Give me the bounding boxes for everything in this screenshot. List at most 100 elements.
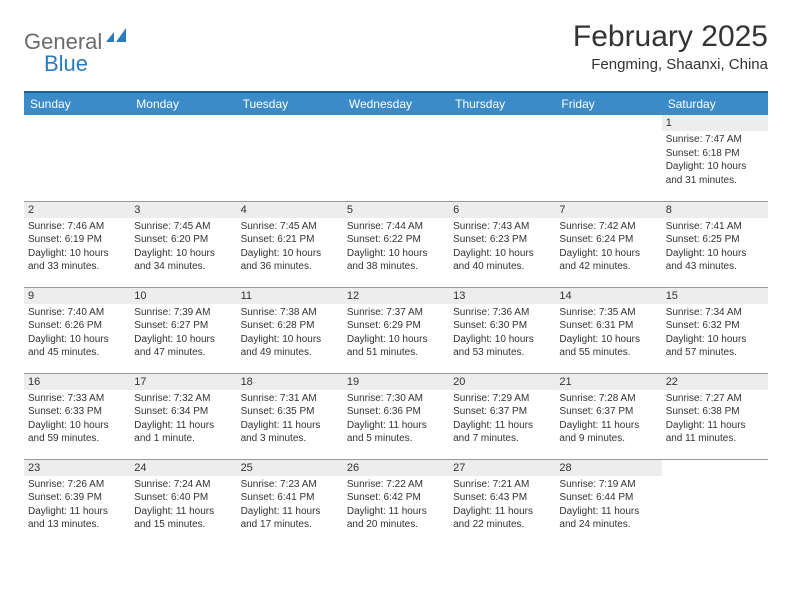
sunset-line: Sunset: 6:37 PM — [453, 405, 551, 419]
title-block: February 2025 Fengming, Shaanxi, China — [573, 20, 768, 73]
sunrise-line: Sunrise: 7:24 AM — [134, 478, 232, 492]
day-details: Sunrise: 7:22 AMSunset: 6:42 PMDaylight:… — [343, 476, 449, 536]
sunrise-line: Sunrise: 7:42 AM — [559, 220, 657, 234]
day-details: Sunrise: 7:31 AMSunset: 6:35 PMDaylight:… — [237, 390, 343, 450]
sunrise-line: Sunrise: 7:46 AM — [28, 220, 126, 234]
sunset-line: Sunset: 6:34 PM — [134, 405, 232, 419]
sunset-line: Sunset: 6:30 PM — [453, 319, 551, 333]
sunrise-line: Sunrise: 7:45 AM — [134, 220, 232, 234]
calendar-row: 1Sunrise: 7:47 AMSunset: 6:18 PMDaylight… — [24, 115, 768, 201]
day-header: Sunday — [24, 92, 130, 115]
calendar-cell — [343, 115, 449, 201]
day-number: 22 — [662, 374, 768, 390]
day-details: Sunrise: 7:37 AMSunset: 6:29 PMDaylight:… — [343, 304, 449, 364]
sunrise-line: Sunrise: 7:47 AM — [666, 133, 764, 147]
calendar-cell: 27Sunrise: 7:21 AMSunset: 6:43 PMDayligh… — [449, 459, 555, 545]
sunset-line: Sunset: 6:27 PM — [134, 319, 232, 333]
day-number: 3 — [130, 202, 236, 218]
day-number: 18 — [237, 374, 343, 390]
sunrise-line: Sunrise: 7:31 AM — [241, 392, 339, 406]
day-details: Sunrise: 7:32 AMSunset: 6:34 PMDaylight:… — [130, 390, 236, 450]
daylight-line: Daylight: 10 hours and 49 minutes. — [241, 333, 339, 360]
calendar-cell: 18Sunrise: 7:31 AMSunset: 6:35 PMDayligh… — [237, 373, 343, 459]
daylight-line: Daylight: 11 hours and 11 minutes. — [666, 419, 764, 446]
day-details: Sunrise: 7:29 AMSunset: 6:37 PMDaylight:… — [449, 390, 555, 450]
sunrise-line: Sunrise: 7:44 AM — [347, 220, 445, 234]
daylight-line: Daylight: 10 hours and 53 minutes. — [453, 333, 551, 360]
calendar-row: 2Sunrise: 7:46 AMSunset: 6:19 PMDaylight… — [24, 201, 768, 287]
calendar-cell: 21Sunrise: 7:28 AMSunset: 6:37 PMDayligh… — [555, 373, 661, 459]
daylight-line: Daylight: 11 hours and 17 minutes. — [241, 505, 339, 532]
sunset-line: Sunset: 6:24 PM — [559, 233, 657, 247]
day-number: 7 — [555, 202, 661, 218]
calendar-cell: 10Sunrise: 7:39 AMSunset: 6:27 PMDayligh… — [130, 287, 236, 373]
daylight-line: Daylight: 10 hours and 51 minutes. — [347, 333, 445, 360]
daylight-line: Daylight: 10 hours and 38 minutes. — [347, 247, 445, 274]
day-details: Sunrise: 7:27 AMSunset: 6:38 PMDaylight:… — [662, 390, 768, 450]
sunrise-line: Sunrise: 7:39 AM — [134, 306, 232, 320]
sunrise-line: Sunrise: 7:34 AM — [666, 306, 764, 320]
day-details: Sunrise: 7:26 AMSunset: 6:39 PMDaylight:… — [24, 476, 130, 536]
daylight-line: Daylight: 10 hours and 59 minutes. — [28, 419, 126, 446]
day-details: Sunrise: 7:21 AMSunset: 6:43 PMDaylight:… — [449, 476, 555, 536]
sunset-line: Sunset: 6:23 PM — [453, 233, 551, 247]
month-title: February 2025 — [573, 20, 768, 54]
calendar-cell — [130, 115, 236, 201]
day-number: 25 — [237, 460, 343, 476]
location: Fengming, Shaanxi, China — [573, 56, 768, 73]
calendar-cell: 15 Sunrise: 7:34 AMSunset: 6:32 PMDayligh… — [662, 287, 768, 373]
day-details: Sunrise: 7:40 AMSunset: 6:26 PMDaylight:… — [24, 304, 130, 364]
day-header: Friday — [555, 92, 661, 115]
day-number: 9 — [24, 288, 130, 304]
day-number: 26 — [343, 460, 449, 476]
calendar-cell: 11Sunrise: 7:38 AMSunset: 6:28 PMDayligh… — [237, 287, 343, 373]
calendar-cell: 1Sunrise: 7:47 AMSunset: 6:18 PMDaylight… — [662, 115, 768, 201]
day-number: 16 — [24, 374, 130, 390]
calendar-cell — [24, 115, 130, 201]
sunrise-line: Sunrise: 7:38 AM — [241, 306, 339, 320]
day-details: Sunrise: 7:46 AMSunset: 6:19 PMDaylight:… — [24, 218, 130, 278]
day-number: 2 — [24, 202, 130, 218]
calendar-cell: 2Sunrise: 7:46 AMSunset: 6:19 PMDaylight… — [24, 201, 130, 287]
sunset-line: Sunset: 6:33 PM — [28, 405, 126, 419]
sunrise-line: Sunrise: 7:36 AM — [453, 306, 551, 320]
sunrise-line: Sunrise: 7:22 AM — [347, 478, 445, 492]
calendar-cell: 6 Sunrise: 7:43 AMSunset: 6:23 PMDaylight… — [449, 201, 555, 287]
daylight-line: Daylight: 10 hours and 40 minutes. — [453, 247, 551, 274]
sunset-line: Sunset: 6:18 PM — [666, 147, 764, 161]
day-details: Sunrise: 7:33 AMSunset: 6:33 PMDaylight:… — [24, 390, 130, 450]
day-details: Sunrise: 7:39 AMSunset: 6:27 PMDaylight:… — [130, 304, 236, 364]
calendar-cell: 13Sunrise: 7:36 AMSunset: 6:30 PMDayligh… — [449, 287, 555, 373]
day-header: Saturday — [662, 92, 768, 115]
day-details: Sunrise: 7:23 AMSunset: 6:41 PMDaylight:… — [237, 476, 343, 536]
daylight-line: Daylight: 11 hours and 24 minutes. — [559, 505, 657, 532]
sunrise-line: Sunrise: 7:41 AM — [666, 220, 764, 234]
sunrise-line: Sunrise: 7:21 AM — [453, 478, 551, 492]
day-number: 24 — [130, 460, 236, 476]
day-details: Sunrise: 7:19 AMSunset: 6:44 PMDaylight:… — [555, 476, 661, 536]
sunrise-line: Sunrise: 7:30 AM — [347, 392, 445, 406]
sunset-line: Sunset: 6:21 PM — [241, 233, 339, 247]
daylight-line: Daylight: 10 hours and 57 minutes. — [666, 333, 764, 360]
calendar-cell: 17Sunrise: 7:32 AMSunset: 6:34 PMDayligh… — [130, 373, 236, 459]
sunset-line: Sunset: 6:32 PM — [666, 319, 764, 333]
day-details: Sunrise: 7:44 AMSunset: 6:22 PMDaylight:… — [343, 218, 449, 278]
sunrise-line: Sunrise: 7:43 AM — [453, 220, 551, 234]
calendar-cell — [237, 115, 343, 201]
sunset-line: Sunset: 6:38 PM — [666, 405, 764, 419]
calendar-cell: 5Sunrise: 7:44 AMSunset: 6:22 PMDaylight… — [343, 201, 449, 287]
calendar-cell: 9Sunrise: 7:40 AMSunset: 6:26 PMDaylight… — [24, 287, 130, 373]
day-number: 6 — [449, 202, 555, 218]
day-details: Sunrise: 7:41 AMSunset: 6:25 PMDaylight:… — [662, 218, 768, 278]
calendar-row: 23Sunrise: 7:26 AMSunset: 6:39 PMDayligh… — [24, 459, 768, 545]
day-header: Monday — [130, 92, 236, 115]
day-details: Sunrise: 7:30 AMSunset: 6:36 PMDaylight:… — [343, 390, 449, 450]
day-number: 15 — [662, 288, 768, 304]
sunset-line: Sunset: 6:22 PM — [347, 233, 445, 247]
sunset-line: Sunset: 6:43 PM — [453, 491, 551, 505]
day-header: Wednesday — [343, 92, 449, 115]
sunrise-line: Sunrise: 7:19 AM — [559, 478, 657, 492]
day-number: 21 — [555, 374, 661, 390]
sunset-line: Sunset: 6:36 PM — [347, 405, 445, 419]
sunset-line: Sunset: 6:40 PM — [134, 491, 232, 505]
